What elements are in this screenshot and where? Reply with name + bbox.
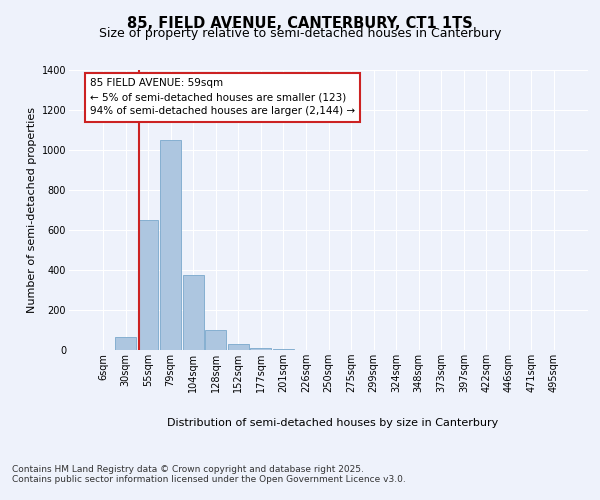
- Bar: [115, 337, 136, 350]
- Text: Contains HM Land Registry data © Crown copyright and database right 2025.
Contai: Contains HM Land Registry data © Crown c…: [12, 465, 406, 484]
- Text: Size of property relative to semi-detached houses in Canterbury: Size of property relative to semi-detach…: [99, 28, 501, 40]
- Text: 85, FIELD AVENUE, CANTERBURY, CT1 1TS: 85, FIELD AVENUE, CANTERBURY, CT1 1TS: [127, 16, 473, 31]
- Bar: [228, 344, 248, 350]
- Bar: [137, 220, 158, 350]
- Text: 85 FIELD AVENUE: 59sqm
← 5% of semi-detached houses are smaller (123)
94% of sem: 85 FIELD AVENUE: 59sqm ← 5% of semi-deta…: [90, 78, 355, 116]
- Bar: [160, 140, 181, 350]
- Text: Distribution of semi-detached houses by size in Canterbury: Distribution of semi-detached houses by …: [167, 418, 499, 428]
- Bar: [205, 330, 226, 350]
- Bar: [250, 348, 271, 350]
- Y-axis label: Number of semi-detached properties: Number of semi-detached properties: [28, 107, 37, 313]
- Bar: [183, 275, 203, 350]
